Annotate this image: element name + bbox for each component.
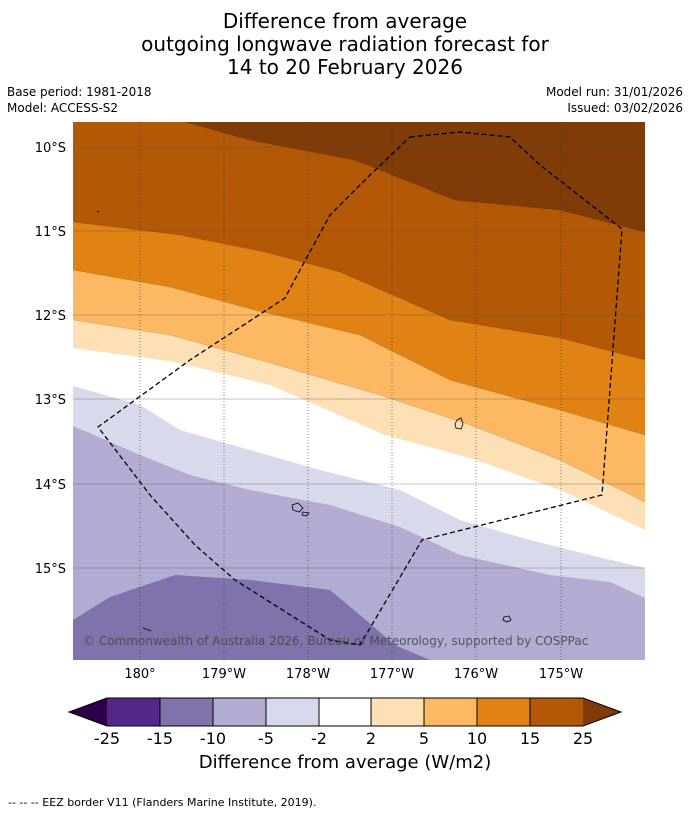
- lon-label: 175°W: [539, 667, 583, 682]
- colorbar-tick-labels: -25 -15 -10 -5 -2 2 5 10 15 25: [94, 729, 593, 748]
- map-title-line-3: 14 to 20 February 2026: [227, 55, 463, 79]
- colorbar-swatch: [477, 698, 530, 726]
- colorbar-extension-high: [583, 698, 621, 726]
- colorbar-tick: 25: [573, 729, 593, 748]
- colorbar-swatch: [530, 698, 583, 726]
- colorbar-tick: -10: [200, 729, 226, 748]
- island-outline: [502, 615, 512, 623]
- colorbar-tick: -5: [258, 729, 274, 748]
- map-panel: © Commonwealth of Australia 2026, Bureau…: [73, 122, 645, 660]
- copyright-notice: © Commonwealth of Australia 2026, Bureau…: [83, 634, 588, 648]
- colorbar-swatch: [266, 698, 319, 726]
- island-outline: [291, 502, 304, 513]
- lon-label: 179°W: [202, 667, 246, 682]
- lon-label: 177°W: [370, 667, 414, 682]
- colorbar-swatch: [160, 698, 213, 726]
- colorbar-extension-low: [69, 698, 107, 726]
- island-outline: [301, 511, 310, 517]
- colorbar-tick: -15: [147, 729, 173, 748]
- contour-lines: [73, 122, 645, 503]
- colorbar-tick: 15: [520, 729, 540, 748]
- eez-border-line: [97, 131, 623, 646]
- lon-label: 180°: [124, 667, 155, 682]
- island-outline: [454, 417, 464, 430]
- colorbar-tick: 2: [366, 729, 376, 748]
- colorbar: -25 -15 -10 -5 -2 2 5 10 15 25: [67, 697, 623, 748]
- colorbar-swatch: [213, 698, 266, 726]
- colorbar-swatch: [424, 698, 477, 726]
- colorbar-swatch: [107, 698, 160, 726]
- lon-label: 178°W: [286, 667, 330, 682]
- island-outline: [96, 210, 100, 213]
- latitude-labels: 10°S 11°S 12°S 13°S 14°S 15°S: [35, 141, 66, 577]
- latitude-lines: [73, 146, 645, 569]
- map-title-line-2: outgoing longwave radiation forecast for: [141, 32, 549, 56]
- lon-label: 176°W: [454, 667, 498, 682]
- base-period-text: Base period: 1981-2018: [7, 85, 152, 99]
- lat-label: 12°S: [35, 309, 66, 324]
- colorbar-tick: 5: [419, 729, 429, 748]
- colorbar-tick: -2: [311, 729, 327, 748]
- band-minus-15-to-minus-10: [73, 575, 430, 660]
- map-title-line-1: Difference from average: [222, 9, 468, 33]
- graticule: [73, 122, 645, 660]
- island-outline: [142, 627, 152, 632]
- model-run-text: Model run: 31/01/2026: [545, 85, 683, 99]
- lat-label: 15°S: [35, 562, 66, 577]
- lat-label: 13°S: [35, 393, 66, 408]
- model-text: Model: ACCESS-S2: [7, 101, 119, 115]
- colorbar-label: Difference from average (W/m2): [198, 752, 492, 773]
- colorbar-dividers: [159, 698, 531, 726]
- island-outlines: [96, 210, 512, 632]
- colorbar-tick: 10: [467, 729, 487, 748]
- colorbar-tick: -25: [94, 729, 120, 748]
- eez-footnote: -- -- -- EEZ border V11 (Flanders Marine…: [8, 796, 317, 809]
- longitude-labels: 180° 179°W 178°W 177°W 176°W 175°W: [124, 667, 583, 682]
- lat-label: 10°S: [35, 141, 66, 156]
- colorbar-outline: [67, 697, 623, 727]
- lat-label: 14°S: [35, 478, 66, 493]
- colorbar-swatch: [371, 698, 424, 726]
- issued-text: Issued: 03/02/2026: [567, 101, 683, 115]
- lat-label: 11°S: [35, 225, 66, 240]
- colorbar-swatch: [319, 698, 371, 726]
